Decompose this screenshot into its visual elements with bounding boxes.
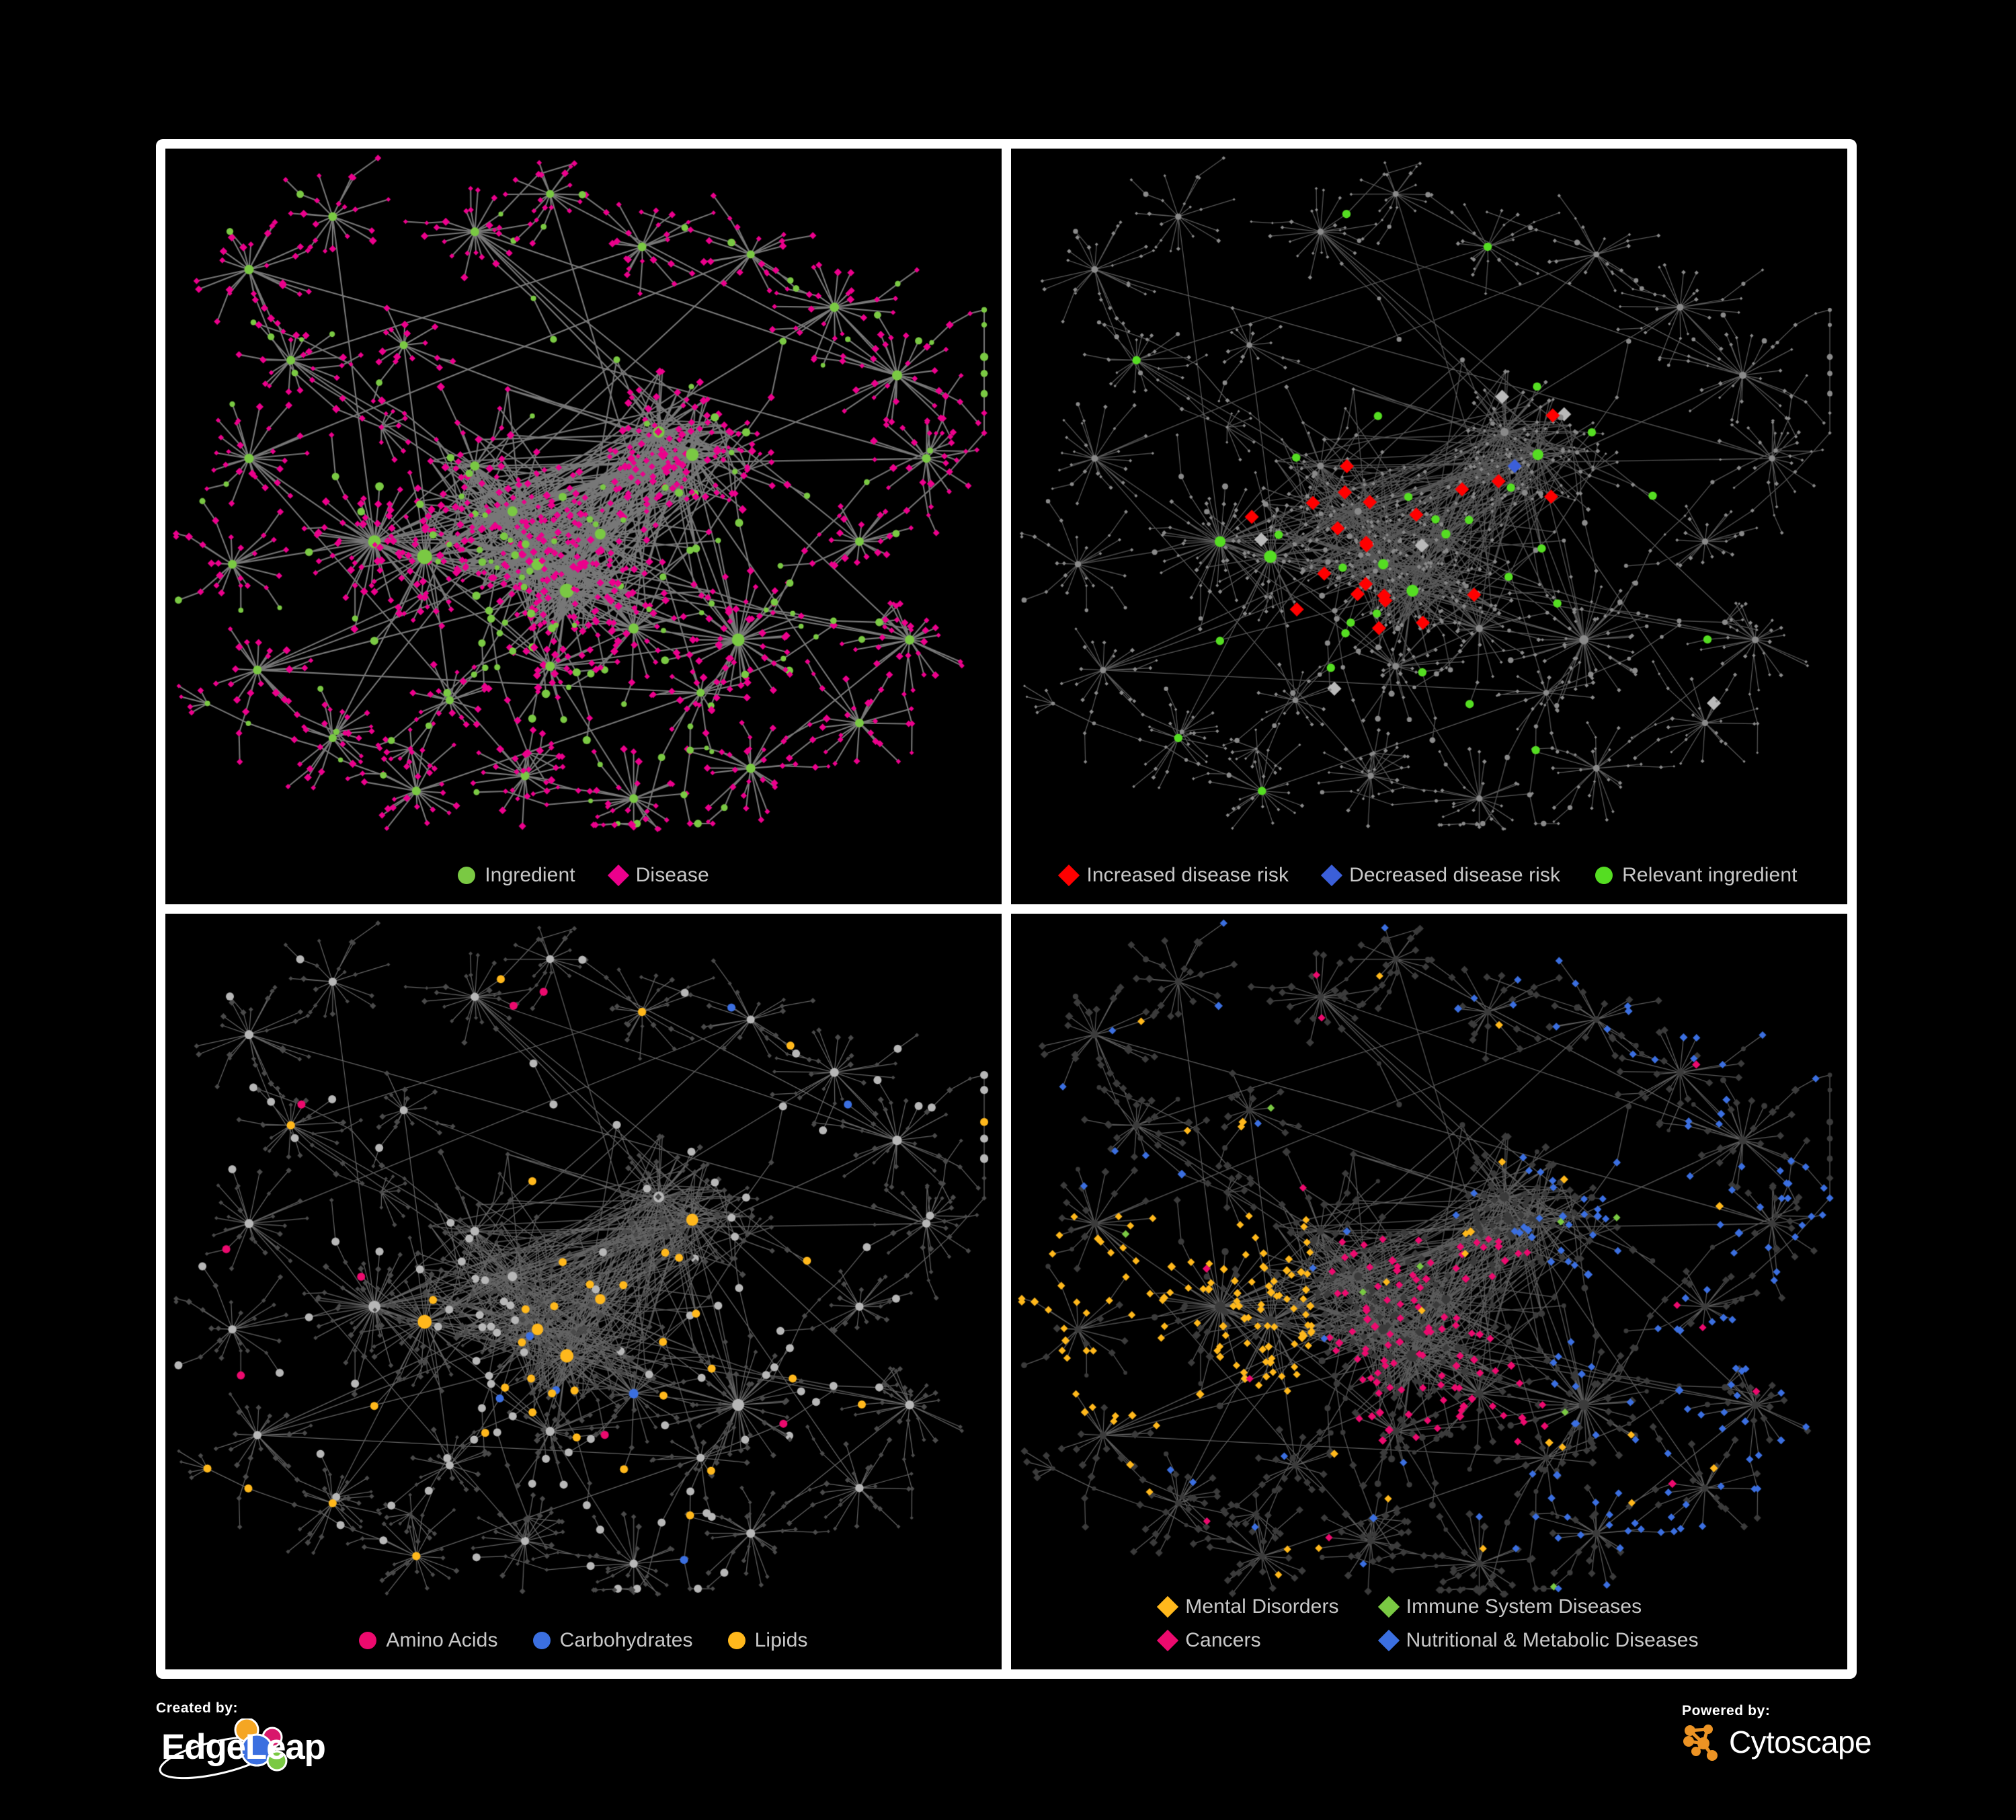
panel-disease-risk-network[interactable]: Increased disease risk Decreased disease … (1011, 149, 1847, 904)
cytoscape-logo[interactable]: Cytoscape (1682, 1721, 1872, 1763)
panel-grid: Ingredient Disease Increased disease risk… (156, 139, 1857, 1679)
created-by-block: Created by: EdgeLeap (156, 1700, 337, 1780)
edgeleap-logo-graphic (159, 1717, 288, 1780)
edgeleap-logo[interactable]: EdgeLeap (156, 1717, 337, 1780)
panel-disease-category-network[interactable]: Mental Disorders Immune System Diseases Ca… (1011, 914, 1847, 1669)
edgeleap-wordmark: EdgeLeap (161, 1727, 326, 1767)
panel-ingredient-disease-network[interactable]: Ingredient Disease (165, 149, 1002, 904)
powered-by-block: Powered by: (1682, 1703, 1872, 1763)
cytoscape-logo-graphic (1683, 1725, 1718, 1761)
network-canvas-ingredient-disease (165, 149, 1002, 904)
network-canvas-disease-risk (1011, 149, 1847, 904)
network-canvas-disease-category (1011, 914, 1847, 1669)
panel-ingredient-class-network[interactable]: Amino Acids Carbohydrates Lipids (165, 914, 1002, 1669)
created-by-kicker: Created by: (156, 1700, 239, 1716)
figure-footer: Created by: EdgeLeap Powered by: (0, 1679, 2016, 1820)
network-canvas-ingredient-class (165, 914, 1002, 1669)
cytoscape-wordmark: Cytoscape (1729, 1725, 1872, 1759)
powered-by-kicker: Powered by: (1682, 1703, 1771, 1718)
